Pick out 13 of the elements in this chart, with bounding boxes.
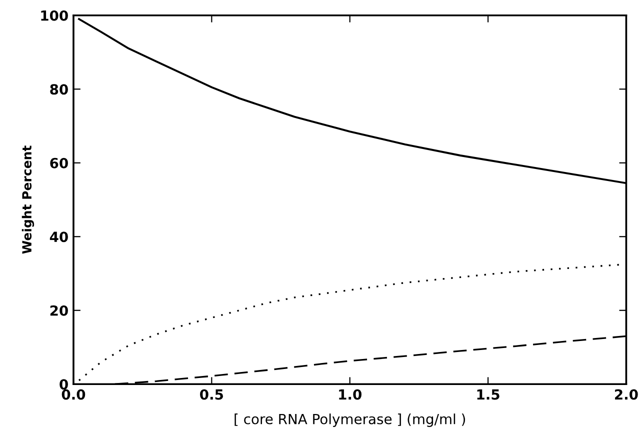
y-axis-title: Weight Percent xyxy=(22,146,34,254)
x-tick-label: 0.0 xyxy=(62,389,86,400)
y-tick-label: 100 xyxy=(41,10,68,21)
y-tick-label: 20 xyxy=(50,305,68,316)
x-axis-title: [ core RNA Polymerase ] (mg/ml ) xyxy=(234,414,466,427)
y-tick-label: 0 xyxy=(60,379,68,390)
y-tick-label: 60 xyxy=(50,158,68,168)
x-tick-label: 2.0 xyxy=(615,389,638,400)
y-tick-label: 40 xyxy=(50,232,68,242)
x-tick-label: 1.5 xyxy=(477,389,500,400)
y-tick-label: 80 xyxy=(50,84,68,95)
x-tick-label: 0.5 xyxy=(200,389,223,400)
x-tick-label: 1.0 xyxy=(339,389,362,400)
